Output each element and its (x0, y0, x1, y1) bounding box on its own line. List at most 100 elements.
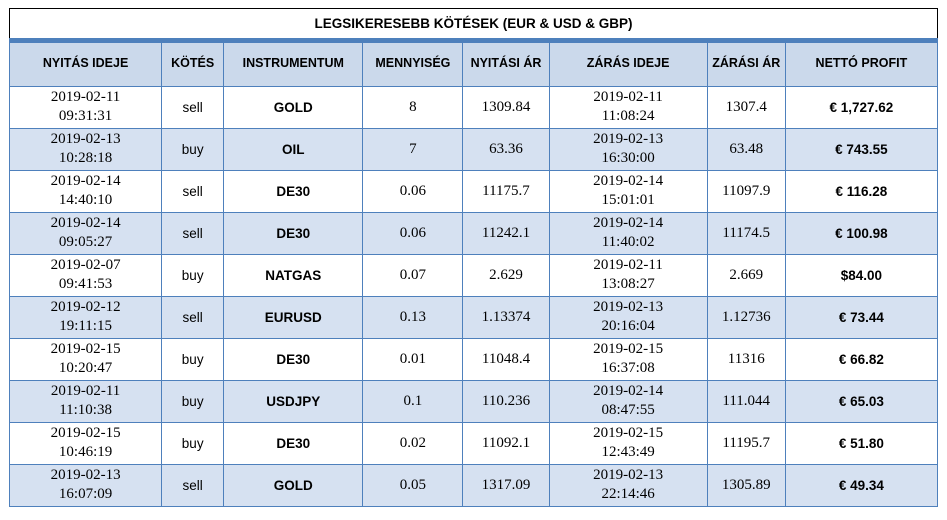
cell-close-price: 1305.89 (706, 463, 786, 507)
cell-instrument: DE30 (223, 421, 364, 465)
cell-profit: € 100.98 (784, 211, 939, 255)
cell-open-price: 1309.84 (462, 85, 550, 129)
cell-close-time: 2019-02-14 11:40:02 (548, 211, 708, 255)
cell-close-time: 2019-02-15 16:37:08 (548, 337, 708, 381)
cell-instrument: DE30 (223, 169, 364, 213)
cell-close-price: 11316 (706, 337, 786, 381)
column-header-open-time: NYITÁS IDEJE (8, 43, 163, 87)
table-row: 2019-02-14 14:40:10 sell DE30 0.06 11175.7 20… (8, 169, 939, 213)
header-row: NYITÁS IDEJE KÖTÉS INSTRUMENTUM MENNYISÉ… (8, 43, 939, 87)
cell-open-price: 63.36 (462, 127, 550, 171)
cell-quantity: 8 (362, 85, 464, 129)
cell-profit: € 1,727.62 (784, 85, 939, 129)
cell-quantity: 0.01 (362, 337, 464, 381)
table-row: 2019-02-15 10:46:19 buy DE30 0.02 11092.1 201… (8, 421, 939, 465)
cell-close-time: 2019-02-15 12:43:49 (548, 421, 708, 465)
trades-report: LEGSIKERESEBB KÖTÉSEK (EUR & USD & GBP) … (8, 8, 939, 507)
cell-profit: € 73.44 (784, 295, 939, 339)
cell-quantity: 0.1 (362, 379, 464, 423)
cell-open-time: 2019-02-11 11:10:38 (8, 379, 163, 423)
cell-close-price: 11097.9 (706, 169, 786, 213)
column-header-profit: NETTÓ PROFIT (784, 43, 939, 87)
cell-open-time: 2019-02-13 10:28:18 (8, 127, 163, 171)
cell-instrument: GOLD (223, 463, 364, 507)
trades-table: NYITÁS IDEJE KÖTÉS INSTRUMENTUM MENNYISÉ… (8, 43, 939, 507)
cell-profit: € 66.82 (784, 337, 939, 381)
cell-open-time: 2019-02-07 09:41:53 (8, 253, 163, 297)
cell-side: sell (161, 295, 225, 339)
cell-profit: € 65.03 (784, 379, 939, 423)
cell-side: sell (161, 169, 225, 213)
cell-quantity: 0.02 (362, 421, 464, 465)
cell-close-price: 1.12736 (706, 295, 786, 339)
cell-instrument: EURUSD (223, 295, 364, 339)
report-title: LEGSIKERESEBB KÖTÉSEK (EUR & USD & GBP) (314, 16, 633, 31)
cell-instrument: USDJPY (223, 379, 364, 423)
cell-close-price: 2.669 (706, 253, 786, 297)
table-row: 2019-02-15 10:20:47 buy DE30 0.01 11048.4 201… (8, 337, 939, 381)
cell-profit: € 116.28 (784, 169, 939, 213)
table-header: NYITÁS IDEJE KÖTÉS INSTRUMENTUM MENNYISÉ… (8, 43, 939, 87)
cell-quantity: 0.06 (362, 211, 464, 255)
cell-open-price: 11092.1 (462, 421, 550, 465)
cell-instrument: DE30 (223, 337, 364, 381)
cell-close-time: 2019-02-11 11:08:24 (548, 85, 708, 129)
cell-instrument: NATGAS (223, 253, 364, 297)
cell-open-time: 2019-02-12 19:11:15 (8, 295, 163, 339)
cell-side: buy (161, 253, 225, 297)
cell-open-time: 2019-02-13 16:07:09 (8, 463, 163, 507)
cell-close-price: 11174.5 (706, 211, 786, 255)
cell-open-time: 2019-02-14 14:40:10 (8, 169, 163, 213)
cell-close-time: 2019-02-13 22:14:46 (548, 463, 708, 507)
cell-open-time: 2019-02-11 09:31:31 (8, 85, 163, 129)
cell-close-price: 11195.7 (706, 421, 786, 465)
table-row: 2019-02-13 16:07:09 sell GOLD 0.05 1317.09 20… (8, 463, 939, 507)
cell-quantity: 7 (362, 127, 464, 171)
cell-open-price: 110.236 (462, 379, 550, 423)
cell-instrument: OIL (223, 127, 364, 171)
cell-profit: € 51.80 (784, 421, 939, 465)
table-row: 2019-02-12 19:11:15 sell EURUSD 0.13 1.13374… (8, 295, 939, 339)
cell-open-price: 11242.1 (462, 211, 550, 255)
cell-side: buy (161, 421, 225, 465)
cell-side: buy (161, 379, 225, 423)
table-row: 2019-02-13 10:28:18 buy OIL 7 63.36 2019-02-1… (8, 127, 939, 171)
cell-side: buy (161, 127, 225, 171)
cell-quantity: 0.07 (362, 253, 464, 297)
cell-open-time: 2019-02-15 10:20:47 (8, 337, 163, 381)
cell-side: sell (161, 85, 225, 129)
cell-open-time: 2019-02-14 09:05:27 (8, 211, 163, 255)
column-header-side: KÖTÉS (161, 43, 225, 87)
cell-quantity: 0.13 (362, 295, 464, 339)
cell-close-time: 2019-02-13 16:30:00 (548, 127, 708, 171)
cell-quantity: 0.05 (362, 463, 464, 507)
column-header-close-time: ZÁRÁS IDEJE (548, 43, 708, 87)
cell-close-time: 2019-02-14 08:47:55 (548, 379, 708, 423)
column-header-instrument: INSTRUMENTUM (223, 43, 364, 87)
cell-side: sell (161, 463, 225, 507)
cell-open-price: 11048.4 (462, 337, 550, 381)
cell-close-time: 2019-02-14 15:01:01 (548, 169, 708, 213)
cell-open-price: 2.629 (462, 253, 550, 297)
table-row: 2019-02-11 11:10:38 buy USDJPY 0.1 110.236 20… (8, 379, 939, 423)
cell-open-price: 1317.09 (462, 463, 550, 507)
column-header-close-price: ZÁRÁSI ÁR (706, 43, 786, 87)
cell-profit: $84.00 (784, 253, 939, 297)
cell-close-price: 111.044 (706, 379, 786, 423)
report-title-bar: LEGSIKERESEBB KÖTÉSEK (EUR & USD & GBP) (9, 8, 938, 38)
cell-close-price: 1307.4 (706, 85, 786, 129)
cell-instrument: DE30 (223, 211, 364, 255)
column-header-open-price: NYITÁSI ÁR (462, 43, 550, 87)
column-header-quantity: MENNYISÉG (362, 43, 464, 87)
table-row: 2019-02-14 09:05:27 sell DE30 0.06 11242.1 20… (8, 211, 939, 255)
title-separator-band (9, 38, 938, 43)
table-row: 2019-02-07 09:41:53 buy NATGAS 0.07 2.629 201… (8, 253, 939, 297)
table-body: 2019-02-11 09:31:31 sell GOLD 8 1309.84 2019-… (8, 85, 939, 507)
cell-instrument: GOLD (223, 85, 364, 129)
cell-profit: € 743.55 (784, 127, 939, 171)
cell-close-time: 2019-02-13 20:16:04 (548, 295, 708, 339)
table-row: 2019-02-11 09:31:31 sell GOLD 8 1309.84 2019-… (8, 85, 939, 129)
cell-side: buy (161, 337, 225, 381)
cell-open-price: 1.13374 (462, 295, 550, 339)
cell-profit: € 49.34 (784, 463, 939, 507)
